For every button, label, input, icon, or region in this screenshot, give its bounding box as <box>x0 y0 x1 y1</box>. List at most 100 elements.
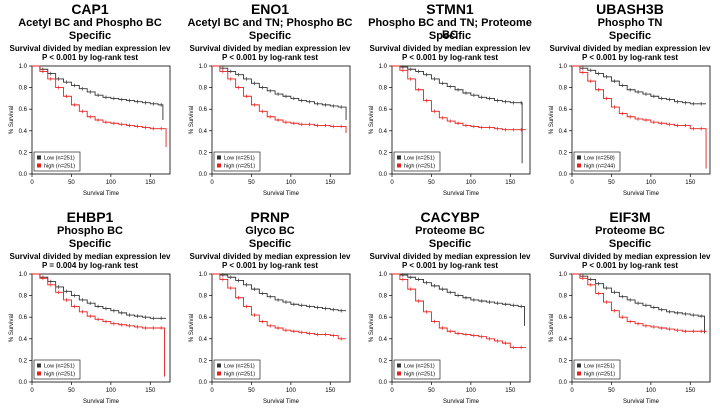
x-tick-label: 50 <box>68 388 75 394</box>
gene-name: EIF3M <box>609 209 651 225</box>
y-tick-label: 0.6 <box>19 107 28 113</box>
pvalue-text: P < 0.001 by log-rank test <box>41 53 139 62</box>
legend-entry: high (n=251) <box>44 164 75 170</box>
survival-plot: 0.0 0.2 0.4 0.6 0.8 1.0 0 50 100 150 Survival Time… <box>189 64 351 197</box>
plot-frame <box>571 273 711 383</box>
y-tick-label: 0.8 <box>199 294 208 300</box>
y-tick-label: 0.6 <box>559 315 568 321</box>
x-tick-label: 150 <box>685 180 696 186</box>
y-tick-label: 0.0 <box>559 380 568 386</box>
specificity-label: Specific <box>248 30 292 42</box>
x-tick-label: 100 <box>466 180 477 186</box>
y-tick-label: 0.2 <box>559 150 568 156</box>
km-panel-prnp: PRNP Glyco BC Specific Survival divided by … <box>182 208 358 414</box>
x-axis-label: Survival Time <box>443 191 480 197</box>
x-axis-label: Survival Time <box>83 191 120 197</box>
x-tick-label: 100 <box>286 388 297 394</box>
pvalue-text: P = 0.004 by log-rank test <box>41 261 139 270</box>
y-tick-label: 0.6 <box>19 315 28 321</box>
legend-entry: Low (n=251) <box>44 156 75 162</box>
y-axis-label: % Survival <box>9 106 15 134</box>
km-panel-eif3m: EIF3M Proteome BC Specific Survival divided… <box>542 208 718 414</box>
legend-entry: Low (n=251) <box>224 364 255 370</box>
survival-curve-high <box>572 65 707 169</box>
y-axis-label: % Survival <box>369 314 375 342</box>
legend-marker <box>397 363 401 368</box>
y-tick-label: 0.2 <box>559 358 568 364</box>
survival-plot: 0.0 0.2 0.4 0.6 0.8 1.0 0 50 100 150 Survival Time… <box>369 64 531 197</box>
legend-marker <box>397 371 401 376</box>
x-tick-label: 50 <box>428 388 435 394</box>
x-tick-label: 150 <box>685 388 696 394</box>
y-tick-label: 0.6 <box>199 315 208 321</box>
legend-entry: Low (n=251) <box>584 364 615 370</box>
y-axis-label: % Survival <box>549 106 555 134</box>
y-tick-label: 1.0 <box>199 64 208 70</box>
y-tick-label: 0.6 <box>199 107 208 113</box>
x-tick-label: 0 <box>210 388 214 394</box>
legend-box <box>393 151 441 172</box>
legend-marker <box>37 363 41 368</box>
legend-entry: Low (n=251) <box>44 364 75 370</box>
y-tick-label: 1.0 <box>379 64 388 70</box>
legend-marker <box>577 363 581 368</box>
x-tick-label: 50 <box>608 388 615 394</box>
legend-entry: Low (n=251) <box>404 364 435 370</box>
km-panel-stmn1: STMN1 Phospho BC and TN; Proteome BC Speci… <box>362 0 538 206</box>
legend-marker <box>217 363 221 368</box>
survival-plot: 0.0 0.2 0.4 0.6 0.8 1.0 0 50 100 150 Survival Time… <box>9 64 171 197</box>
plot-frame <box>571 65 711 175</box>
y-tick-label: 0.0 <box>199 380 208 386</box>
x-tick-label: 50 <box>68 180 75 186</box>
y-tick-label: 0.0 <box>199 172 208 178</box>
x-tick-label: 0 <box>390 388 394 394</box>
y-tick-label: 0.6 <box>379 107 388 113</box>
y-tick-label: 0.4 <box>199 337 208 343</box>
x-tick-label: 150 <box>505 388 516 394</box>
chart-title: Survival divided by median expression le… <box>369 252 531 261</box>
y-axis-label: % Survival <box>9 314 15 342</box>
survival-curve-high <box>392 65 527 131</box>
gene-name: EHBP1 <box>66 209 114 225</box>
specificity-line: Phospho BC and TN; Proteome BC <box>368 17 532 41</box>
y-tick-label: 0.4 <box>559 129 568 135</box>
legend-entry: Low (n=251) <box>404 156 435 162</box>
survival-curve-low <box>32 65 164 120</box>
legend-entry: high (n=251) <box>404 164 435 170</box>
survival-plot: 0.0 0.2 0.4 0.6 0.8 1.0 0 50 100 150 Survival Time… <box>549 64 711 197</box>
legend-marker <box>217 163 221 168</box>
legend-box <box>33 151 81 172</box>
y-tick-label: 0.2 <box>379 150 388 156</box>
chart-title: Survival divided by median expression le… <box>189 44 351 53</box>
y-tick-label: 0.2 <box>199 150 208 156</box>
legend-marker <box>577 155 581 160</box>
specificity-line: Proteome BC <box>415 225 485 237</box>
y-axis-label: % Survival <box>189 314 195 342</box>
y-tick-label: 0.4 <box>559 337 568 343</box>
y-tick-label: 0.8 <box>19 86 28 92</box>
plot-frame <box>391 273 531 383</box>
km-panel-eno1: ENO1 Acetyl BC and TN; Phospho BC Specific… <box>182 0 358 206</box>
x-tick-label: 150 <box>325 180 336 186</box>
y-tick-label: 0.0 <box>379 172 388 178</box>
y-tick-label: 0.2 <box>379 358 388 364</box>
specificity-line: Glyco BC <box>245 225 295 237</box>
y-tick-label: 0.8 <box>199 86 208 92</box>
km-panel-cacybp: CACYBP Proteome BC Specific Survival divide… <box>362 208 538 414</box>
pvalue-text: P < 0.001 by log-rank test <box>401 53 499 62</box>
legend-entry: high (n=244) <box>584 164 615 170</box>
legend-marker <box>37 163 41 168</box>
legend-marker <box>217 155 221 160</box>
y-tick-label: 1.0 <box>379 272 388 278</box>
specificity-line: Proteome BC <box>595 225 665 237</box>
pvalue-text: P < 0.001 by log-rank test <box>581 53 679 62</box>
x-tick-label: 0 <box>210 180 214 186</box>
x-tick-label: 150 <box>145 388 156 394</box>
legend-marker <box>397 163 401 168</box>
specificity-label: Specific <box>608 30 652 42</box>
survival-curve-low <box>572 65 707 105</box>
legend-entry: Low (n=258) <box>584 156 615 162</box>
x-tick-label: 0 <box>570 180 574 186</box>
survival-curve-low <box>212 65 347 120</box>
survival-curve-high <box>32 273 165 377</box>
